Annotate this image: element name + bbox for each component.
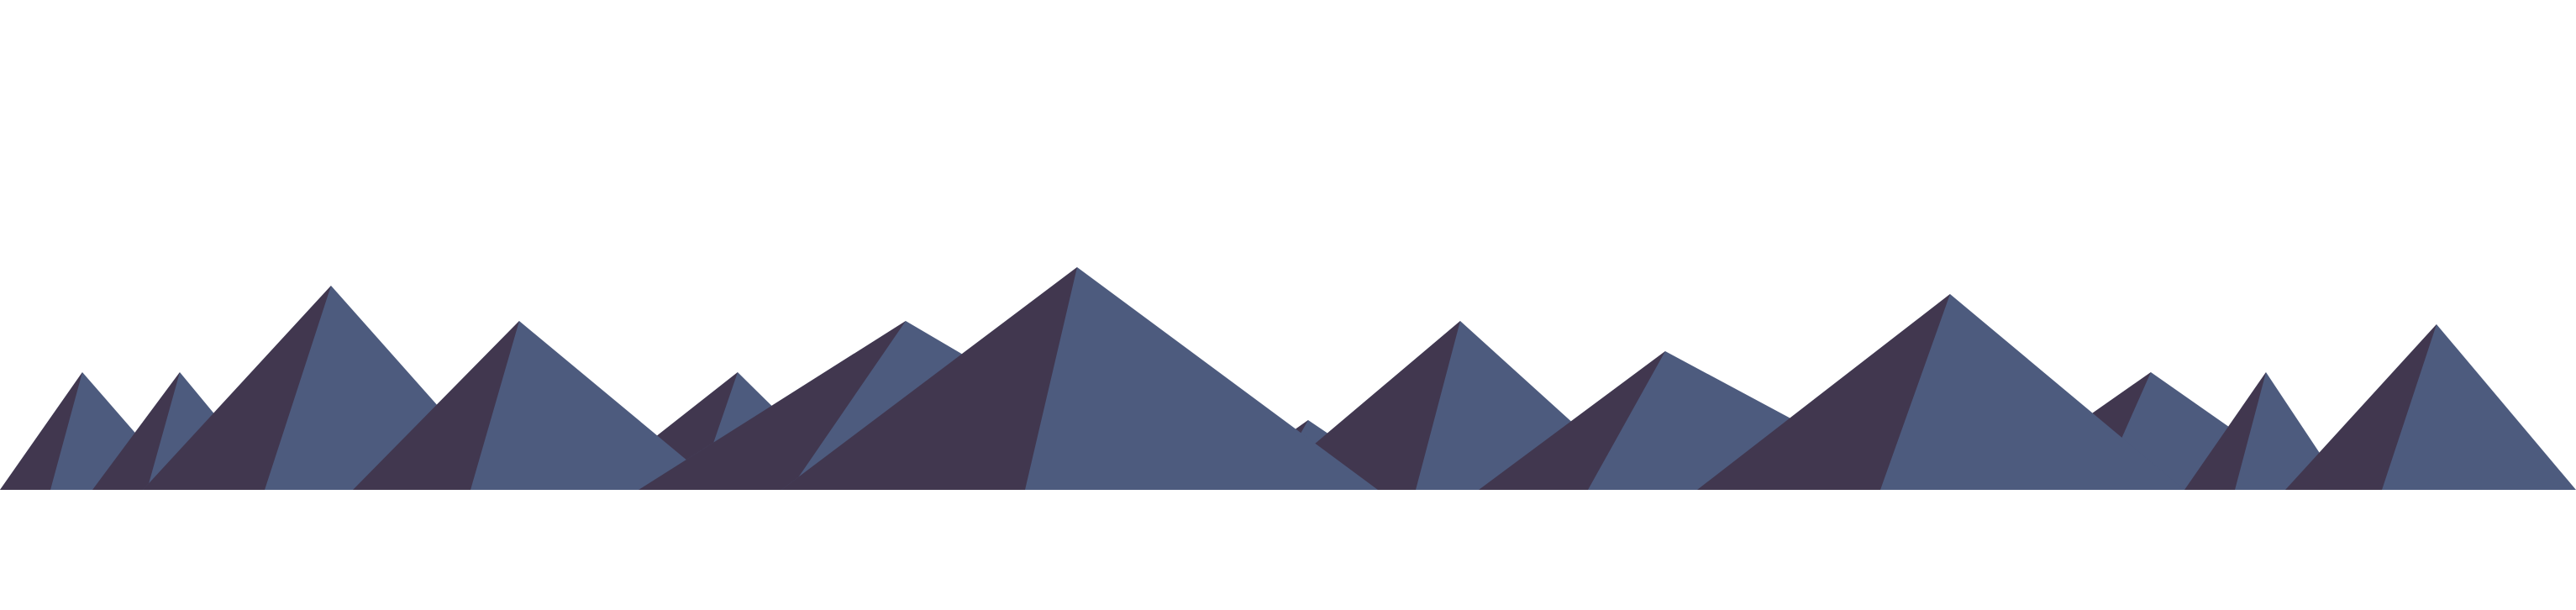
mountain-shadow-face xyxy=(1697,294,1950,490)
mountain-peak xyxy=(781,267,1378,490)
mountain-shadow-face xyxy=(143,286,331,490)
mountain-shadow-face xyxy=(2184,372,2266,490)
mountain-range xyxy=(0,267,2576,490)
mountain-peak xyxy=(2184,372,2344,490)
mountain-shadow-face xyxy=(639,321,906,490)
mountain-shadow-face xyxy=(92,372,180,490)
mountain-peak xyxy=(1697,294,2184,490)
mountain-shadow-face xyxy=(353,321,519,490)
mountain-shadow-face xyxy=(0,372,82,490)
mountain-shadow-face xyxy=(1479,351,1665,490)
mountain-peak xyxy=(353,321,723,490)
mountain-peak xyxy=(2285,324,2576,490)
mountain-shadow-face xyxy=(781,267,1077,490)
mountain-shadow-face xyxy=(2285,324,2437,490)
